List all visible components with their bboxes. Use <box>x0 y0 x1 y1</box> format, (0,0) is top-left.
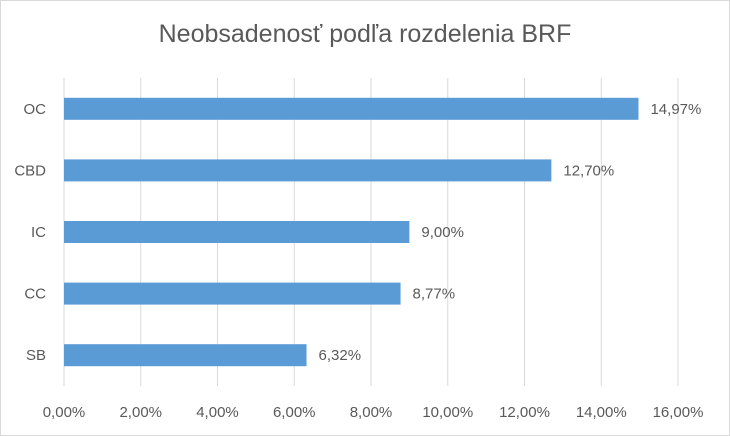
x-tick-label: 0,00% <box>43 404 86 421</box>
x-tick-label: 14,00% <box>576 404 627 421</box>
x-tick-label: 4,00% <box>196 404 239 421</box>
data-label: 9,00% <box>421 224 464 241</box>
x-tick-label: 6,00% <box>273 404 316 421</box>
x-tick-label: 2,00% <box>119 404 162 421</box>
data-label: 14,97% <box>650 101 701 118</box>
category-label: SB <box>26 347 46 364</box>
category-label: CC <box>24 286 46 303</box>
data-label: 12,70% <box>563 162 614 179</box>
x-tick-label: 8,00% <box>350 404 393 421</box>
category-label: OC <box>24 101 47 118</box>
x-tick-label: 16,00% <box>653 404 704 421</box>
bar <box>64 282 401 305</box>
bar <box>64 97 639 120</box>
data-label: 6,32% <box>319 347 362 364</box>
bar <box>64 159 552 182</box>
x-tick-label: 10,00% <box>422 404 473 421</box>
bar <box>64 221 410 243</box>
chart-title: Neobsadenosť podľa rozdelenia BRF <box>158 20 572 48</box>
x-tick-label: 12,00% <box>499 404 550 421</box>
category-label: CBD <box>14 162 46 179</box>
bar <box>64 344 307 367</box>
data-label: 8,77% <box>413 286 456 303</box>
category-label: IC <box>31 224 46 241</box>
